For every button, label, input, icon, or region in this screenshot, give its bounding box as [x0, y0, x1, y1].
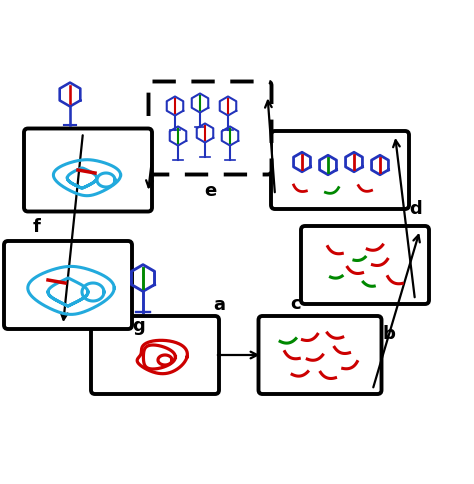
- FancyBboxPatch shape: [24, 128, 152, 212]
- FancyBboxPatch shape: [91, 316, 219, 394]
- Text: c: c: [291, 295, 301, 313]
- Text: e: e: [204, 182, 216, 200]
- Text: f: f: [33, 217, 41, 236]
- Text: d: d: [409, 200, 422, 218]
- FancyBboxPatch shape: [301, 226, 429, 304]
- FancyBboxPatch shape: [4, 241, 132, 329]
- Text: b: b: [383, 325, 395, 343]
- Text: a: a: [213, 296, 225, 314]
- FancyBboxPatch shape: [258, 316, 382, 394]
- FancyBboxPatch shape: [148, 81, 272, 175]
- FancyBboxPatch shape: [271, 131, 409, 209]
- Text: g: g: [132, 317, 145, 335]
